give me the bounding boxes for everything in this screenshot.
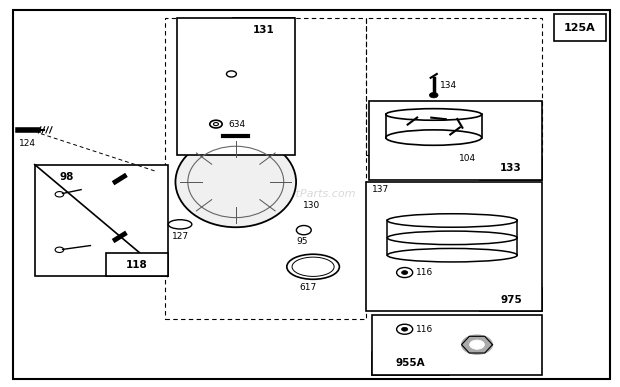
FancyBboxPatch shape	[369, 101, 542, 180]
Circle shape	[402, 271, 408, 274]
Text: 124: 124	[19, 139, 36, 148]
FancyBboxPatch shape	[40, 167, 94, 188]
FancyBboxPatch shape	[372, 352, 449, 375]
Text: 634: 634	[228, 120, 246, 128]
Circle shape	[430, 92, 438, 98]
Text: 98: 98	[60, 173, 74, 183]
Text: 131: 131	[252, 25, 274, 34]
FancyBboxPatch shape	[106, 253, 168, 276]
Text: 130: 130	[303, 201, 320, 211]
Circle shape	[461, 335, 492, 354]
Text: 125A: 125A	[564, 23, 596, 33]
FancyBboxPatch shape	[480, 288, 542, 311]
FancyBboxPatch shape	[372, 315, 542, 375]
Text: 127: 127	[172, 232, 188, 241]
Text: 137: 137	[372, 185, 389, 194]
Circle shape	[402, 327, 408, 331]
FancyBboxPatch shape	[480, 157, 542, 180]
Text: 104: 104	[458, 154, 476, 163]
FancyBboxPatch shape	[232, 18, 294, 41]
FancyBboxPatch shape	[177, 18, 294, 155]
Text: 118: 118	[126, 260, 148, 270]
Text: 955A: 955A	[396, 358, 425, 368]
Text: 95: 95	[297, 237, 308, 246]
FancyBboxPatch shape	[554, 14, 606, 41]
Text: 116: 116	[417, 325, 433, 334]
Text: 617: 617	[299, 283, 317, 293]
Text: 116: 116	[417, 268, 433, 277]
FancyBboxPatch shape	[35, 164, 168, 276]
Ellipse shape	[175, 137, 296, 227]
Text: 133: 133	[500, 163, 522, 173]
Circle shape	[469, 340, 484, 349]
Text: 134: 134	[440, 81, 457, 90]
Text: 975: 975	[500, 295, 522, 305]
Text: ReplacementParts.com: ReplacementParts.com	[227, 188, 356, 199]
FancyBboxPatch shape	[366, 182, 542, 311]
